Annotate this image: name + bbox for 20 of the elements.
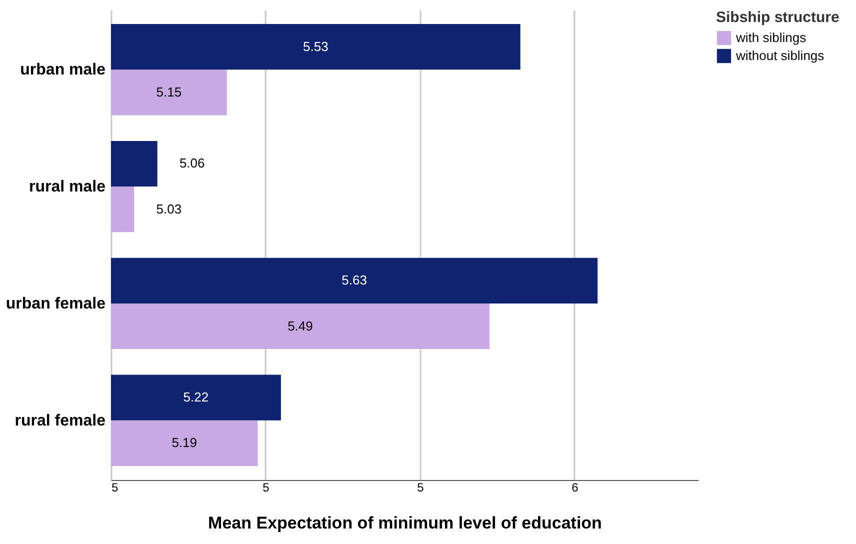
data-label: 5.63 bbox=[342, 272, 367, 288]
x-tick-label: 5 bbox=[262, 480, 270, 494]
legend-label: with siblings bbox=[735, 30, 807, 45]
x-tick-label: 5 bbox=[112, 480, 118, 494]
x-tick-label: 6 bbox=[572, 480, 579, 494]
data-label: 5.49 bbox=[288, 318, 313, 334]
data-label: 5.53 bbox=[303, 38, 328, 54]
legend-title: Sibship structure bbox=[716, 9, 840, 26]
x-axis-title: Mean Expectation of minimum level of education bbox=[208, 514, 602, 532]
data-label: 5.19 bbox=[172, 435, 198, 450]
data-label: 5.03 bbox=[156, 201, 182, 216]
x-tick-label: 5 bbox=[417, 480, 424, 494]
data-label: 5.06 bbox=[179, 156, 205, 171]
y-tick-label: urban female bbox=[6, 295, 106, 312]
legend-label: without siblings bbox=[735, 48, 825, 63]
y-tick-label: rural female bbox=[14, 412, 106, 430]
data-label: 5.22 bbox=[183, 390, 209, 405]
y-tick-label: urban male bbox=[20, 62, 106, 79]
y-tick-label: rural male bbox=[29, 178, 106, 196]
data-label: 5.15 bbox=[156, 84, 182, 100]
